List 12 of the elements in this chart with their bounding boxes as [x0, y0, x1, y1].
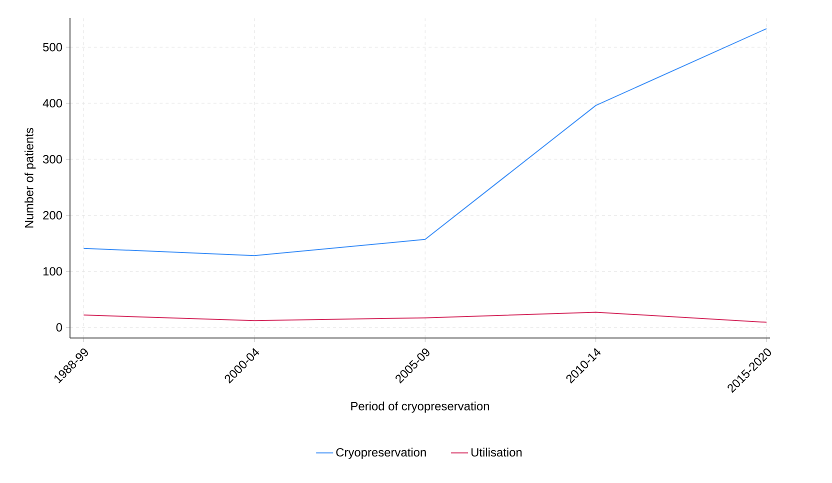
y-tick-label: 500: [43, 42, 62, 52]
legend-label: Utilisation: [471, 448, 522, 457]
line-series: [83, 28, 768, 256]
y-axis-title: Number of patients: [24, 128, 36, 228]
y-tick-label: 300: [43, 155, 62, 164]
y-tick-label: 100: [43, 267, 62, 276]
y-tick-label: 400: [42, 98, 62, 108]
line-series: [83, 312, 768, 323]
y-tick-label: 200: [43, 211, 62, 220]
legend-label: Cryopreservation: [336, 448, 426, 459]
y-tick-label: 0: [56, 323, 62, 332]
x-axis-title: Period of cryopreservation: [351, 402, 489, 413]
